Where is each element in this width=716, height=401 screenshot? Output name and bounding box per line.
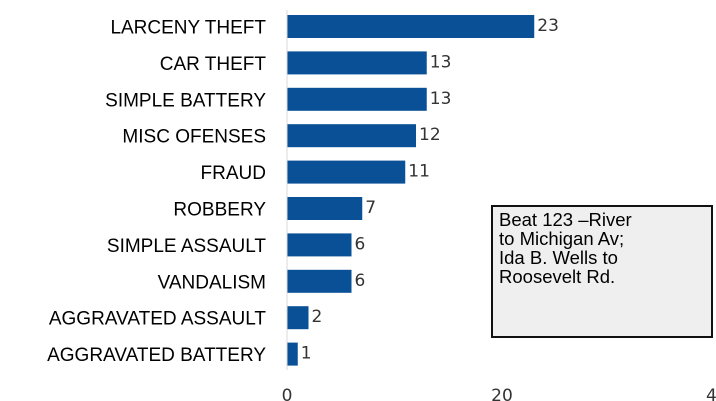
category-labels-layer: LARCENY THEFT CAR THEFT SIMPLE BATTERY MISC… <box>47 18 266 367</box>
x-tick-label-0: 0 <box>282 386 293 401</box>
category-label-larceny-theft: LARCENY THEFT <box>110 18 266 39</box>
bar-larceny-theft <box>287 15 535 38</box>
value-labels-layer: 23 13 13 12 11 7 6 6 21 <box>301 16 559 364</box>
value-label-car-theft: 13 <box>430 52 452 72</box>
bar-car-theft <box>287 51 427 75</box>
x-tick-label-4: 4 <box>706 386 716 401</box>
bar-robbery <box>287 197 363 220</box>
bar-fraud <box>287 160 406 184</box>
bar-misc-ofenses <box>287 124 416 148</box>
x-tick-label-20: 20 <box>491 386 513 401</box>
value-label-simple-assault: 6 <box>355 234 366 254</box>
category-label-car-theft: CAR THEFT <box>160 54 267 75</box>
bar-simple-assault <box>287 233 352 257</box>
category-label-misc-ofenses: MISC OFENSES <box>122 127 266 148</box>
x-tick-labels-layer: 0 20 4 <box>282 386 716 401</box>
value-label-aggravated-battery: 1 <box>301 344 312 364</box>
value-label-robbery: 7 <box>365 198 376 218</box>
value-label-vandalism: 6 <box>355 271 366 291</box>
bar-aggravated-battery <box>287 342 298 366</box>
category-label-fraud: FRAUD <box>201 163 266 184</box>
category-label-vandalism: VANDALISM <box>158 272 266 293</box>
value-label-aggravated-assault: 2 <box>312 307 323 327</box>
category-label-aggravated-assault: AGGRAVATED ASSAULT <box>49 309 267 330</box>
value-label-larceny-theft: 23 <box>537 16 559 36</box>
category-label-simple-assault: SIMPLE ASSAULT <box>107 236 266 257</box>
annotation-box: Beat 123 –River to Michigan Av; Ida B. W… <box>491 205 713 338</box>
bar-vandalism <box>287 269 352 293</box>
bar-simple-battery <box>287 87 427 111</box>
value-label-fraud: 11 <box>408 162 430 182</box>
category-label-simple-battery: SIMPLE BATTERY <box>105 90 266 111</box>
bars-layer <box>287 15 535 366</box>
category-label-robbery: ROBBERY <box>173 200 266 221</box>
bar-aggravated-assault <box>287 306 309 330</box>
value-label-simple-battery: 13 <box>430 89 452 109</box>
value-label-misc-ofenses: 12 <box>419 125 441 145</box>
category-label-aggravated-battery: AGGRAVATED BATTERY <box>47 345 266 366</box>
